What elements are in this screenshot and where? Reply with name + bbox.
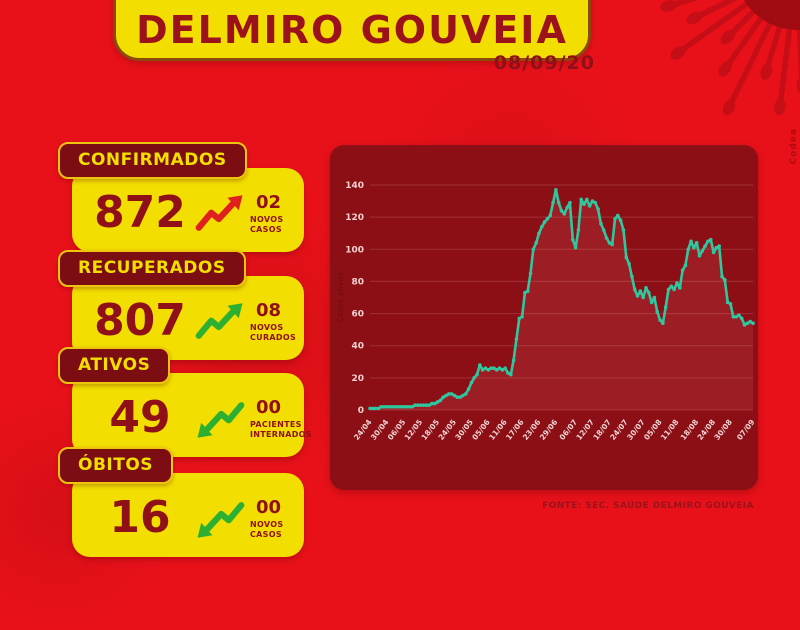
stat-value: 16 — [109, 492, 171, 543]
stat-value: 872 — [94, 187, 186, 238]
source-text: FONTE: SEC. SAÚDE DELMIRO GOUVEIA — [542, 501, 754, 511]
trend-up-icon — [195, 303, 243, 339]
stat-delta: 02 — [256, 191, 282, 213]
stat-card-recuperados: RECUPERADOS 807 08 NOVOS CURADOS — [58, 250, 304, 360]
stat-value: 807 — [94, 295, 186, 346]
svg-text:40: 40 — [351, 342, 364, 352]
trend-down-icon — [197, 502, 245, 538]
page-title: DELMIRO GOUVEIA — [136, 8, 568, 52]
stat-delta: 08 — [256, 299, 282, 321]
svg-text:Casos ativos: Casos ativos — [336, 272, 345, 322]
title-banner: DELMIRO GOUVEIA — [113, 0, 591, 61]
coronavirus-icon — [660, 0, 800, 116]
stat-delta-label: PACIENTES INTERNADOS — [250, 419, 312, 439]
stat-label: CONFIRMADOS — [58, 142, 247, 179]
svg-text:20: 20 — [351, 374, 364, 384]
trend-down-icon — [197, 402, 245, 438]
svg-text:07/09: 07/09 — [735, 418, 757, 442]
stat-label: RECUPERADOS — [58, 250, 246, 287]
stat-label: ATIVOS — [58, 347, 171, 384]
svg-text:140: 140 — [345, 181, 364, 191]
stat-delta: 00 — [256, 496, 282, 518]
svg-text:11/08: 11/08 — [659, 418, 681, 442]
stat-label: ÓBITOS — [58, 447, 174, 484]
svg-text:120: 120 — [345, 213, 364, 223]
svg-text:60: 60 — [351, 310, 364, 320]
stat-delta: 00 — [256, 396, 282, 418]
stat-delta-label: NOVOS CASOS — [250, 214, 284, 234]
svg-text:0: 0 — [358, 406, 364, 416]
report-date: 08/09/20 — [493, 52, 595, 74]
stat-card-obitos: ÓBITOS 16 00 NOVOS CASOS — [58, 447, 304, 557]
stat-card-confirmados: CONFIRMADOS 872 02 NOVOS CASOS — [58, 142, 304, 252]
stat-delta-label: NOVOS CASOS — [250, 519, 284, 539]
svg-text:29/06: 29/06 — [538, 418, 560, 442]
stat-value: 49 — [109, 392, 171, 443]
svg-text:80: 80 — [351, 277, 364, 287]
svg-text:30/08: 30/08 — [712, 418, 734, 442]
stat-card-ativos: ATIVOS 49 00 PACIENTES INTERNADOS — [58, 347, 312, 457]
credit-text: Codea — [789, 128, 799, 165]
chart-panel: 0 20 40 60 80 100 120 140 Casos ativos 24/04 30/04… — [330, 145, 758, 490]
svg-text:100: 100 — [345, 245, 364, 255]
trend-up-icon — [195, 195, 243, 231]
stat-delta-label: NOVOS CURADOS — [250, 322, 297, 342]
